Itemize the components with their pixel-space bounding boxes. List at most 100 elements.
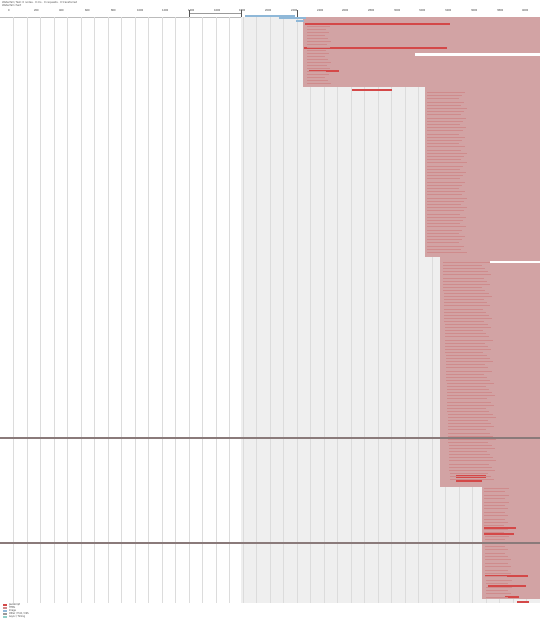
request-bar bbox=[427, 175, 463, 176]
request-bar bbox=[450, 473, 488, 474]
legend-item: Async / Timing bbox=[3, 615, 29, 618]
request-bar bbox=[307, 41, 331, 42]
request-bar bbox=[448, 433, 490, 434]
ruler-tick-label: 2400 bbox=[317, 9, 324, 12]
request-bar bbox=[485, 553, 505, 554]
legend-item: Other / Font / CSS bbox=[3, 612, 29, 615]
request-bar bbox=[352, 89, 392, 91]
request-bar bbox=[445, 324, 488, 325]
request-bar bbox=[446, 361, 493, 362]
request-bar bbox=[427, 182, 465, 183]
legend-label: HTML bbox=[9, 606, 16, 609]
request-bar bbox=[427, 223, 460, 224]
request-bar bbox=[450, 479, 494, 480]
request-bar bbox=[446, 380, 490, 381]
request-bar bbox=[427, 226, 466, 227]
ruler-tick-label: 1200 bbox=[162, 9, 169, 12]
request-bar bbox=[427, 233, 459, 234]
request-bar bbox=[443, 265, 482, 266]
request-bar bbox=[447, 389, 489, 390]
request-bar bbox=[307, 35, 325, 36]
request-bar bbox=[307, 38, 328, 39]
request-bar bbox=[449, 464, 489, 465]
grid-line bbox=[283, 17, 284, 603]
request-bar bbox=[427, 188, 459, 189]
request-bar bbox=[484, 498, 505, 499]
grid-line bbox=[364, 17, 365, 603]
request-bar bbox=[307, 80, 328, 81]
ruler-tick-label: 1600 bbox=[214, 9, 221, 12]
ruler-tick-label: 200 bbox=[34, 9, 39, 12]
request-bar bbox=[427, 150, 461, 151]
ruler-tick-label: 2800 bbox=[368, 9, 375, 12]
request-bar bbox=[447, 411, 489, 412]
grid-line bbox=[391, 17, 392, 603]
request-bar bbox=[427, 105, 461, 106]
ruler-tick-label: 1000 bbox=[137, 9, 144, 12]
request-bar bbox=[427, 146, 465, 147]
grid-line bbox=[432, 17, 433, 603]
request-bar bbox=[445, 340, 493, 341]
request-bar bbox=[427, 230, 462, 231]
grid-line bbox=[229, 17, 230, 603]
request-bar bbox=[427, 169, 460, 170]
request-bar bbox=[448, 417, 496, 418]
request-bar bbox=[427, 95, 462, 96]
legend: JavaScript HTML Image Other / Font / CSS Asy… bbox=[3, 603, 29, 618]
legend-label: Other / Font / CSS bbox=[9, 612, 29, 615]
request-bar bbox=[427, 217, 466, 218]
request-span-block bbox=[440, 257, 540, 487]
request-bar bbox=[444, 296, 492, 297]
timeline-divider bbox=[0, 542, 540, 544]
request-bar bbox=[444, 302, 487, 303]
request-bar bbox=[485, 546, 505, 547]
request-bar bbox=[448, 414, 493, 415]
request-bar bbox=[307, 65, 327, 66]
grid-line bbox=[67, 17, 68, 603]
request-bar bbox=[427, 185, 462, 186]
request-bar bbox=[446, 358, 490, 359]
header-subtitle: Waterfall chart bbox=[2, 4, 22, 7]
request-bar bbox=[449, 454, 490, 455]
request-bar bbox=[449, 448, 495, 449]
request-bar bbox=[427, 207, 467, 208]
request-bar bbox=[427, 130, 463, 131]
legend-item: JavaScript bbox=[3, 603, 29, 606]
request-bar bbox=[484, 505, 505, 506]
request-bar bbox=[456, 480, 482, 482]
request-bar bbox=[307, 56, 325, 57]
request-bar bbox=[484, 508, 508, 509]
request-bar bbox=[307, 47, 330, 48]
gap-bar bbox=[415, 53, 540, 56]
request-bar bbox=[307, 50, 326, 51]
request-bar bbox=[296, 20, 304, 22]
grid-line bbox=[175, 17, 176, 603]
grid-line bbox=[94, 17, 95, 603]
request-bar bbox=[444, 293, 489, 294]
request-bar bbox=[427, 194, 462, 195]
request-bar bbox=[446, 367, 488, 368]
ruler-tick-label: 3400 bbox=[445, 9, 452, 12]
request-bar bbox=[486, 597, 508, 598]
grid-line bbox=[297, 17, 298, 603]
ruler-tick-label: 1400 bbox=[188, 9, 195, 12]
request-bar bbox=[427, 98, 459, 99]
request-bar bbox=[427, 236, 465, 237]
grid-line bbox=[270, 17, 271, 603]
grid-line bbox=[418, 17, 419, 603]
ruler-tick-label: 400 bbox=[59, 9, 64, 12]
ruler-tick-label: 4000 bbox=[522, 9, 529, 12]
request-bar bbox=[484, 529, 508, 530]
request-bar bbox=[446, 377, 487, 378]
request-bar bbox=[484, 488, 509, 489]
request-bar bbox=[448, 442, 488, 443]
request-bar bbox=[485, 559, 511, 560]
request-bar bbox=[484, 491, 505, 492]
request-bar bbox=[427, 124, 460, 125]
request-bar bbox=[505, 596, 519, 598]
grid-line bbox=[243, 17, 244, 603]
request-bar bbox=[485, 566, 511, 567]
request-bar bbox=[447, 383, 494, 384]
request-bar bbox=[447, 408, 486, 409]
request-span-block bbox=[303, 17, 540, 87]
